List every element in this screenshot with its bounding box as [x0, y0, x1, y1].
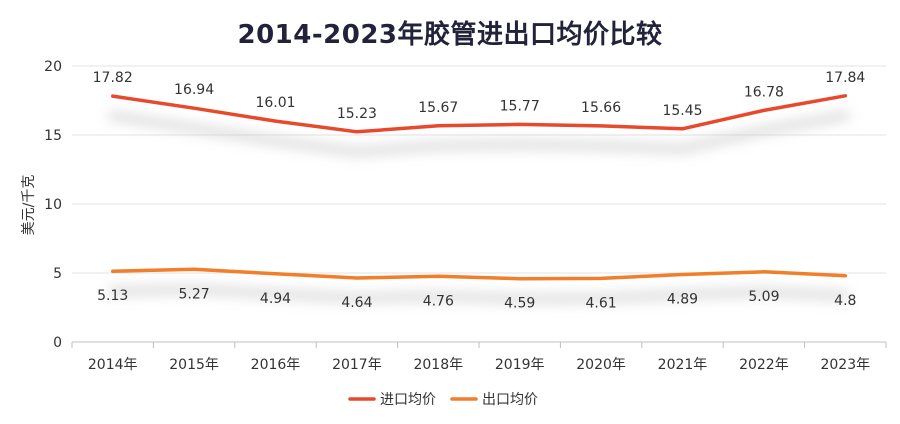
series-shadow: [107, 284, 851, 304]
data-label: 4.64: [341, 295, 372, 311]
data-label: 15.45: [662, 103, 702, 119]
y-tick-label: 20: [44, 59, 62, 75]
x-tick-label: 2014年: [88, 357, 138, 373]
legend: 进口均价 出口均价: [348, 392, 538, 408]
y-tick-label: 0: [53, 335, 62, 351]
data-label: 17.82: [93, 70, 133, 86]
data-label: 4.94: [260, 291, 291, 307]
data-label: 16.78: [744, 84, 784, 100]
y-tick-label: 5: [53, 266, 62, 282]
data-label: 4.76: [423, 293, 454, 309]
series-shadows: [107, 110, 851, 304]
legend-label: 进口均价: [380, 392, 436, 408]
y-axis-label: 美元/千克: [21, 175, 37, 236]
x-axis-ticks: 2014年 2015年 2016年 2017年 2018年 2019年 2020年 2021年…: [71, 342, 887, 373]
x-tick-label: 2023年: [820, 357, 870, 373]
series-line: [110, 94, 848, 134]
data-label: 5.27: [179, 286, 210, 302]
y-tick-label: 10: [44, 197, 62, 213]
x-tick-label: 2019年: [495, 357, 545, 373]
series-line: [110, 267, 848, 281]
data-labels: 17.82 16.94 16.01 15.23 15.67 15.77 15.66 15.45…: [93, 70, 866, 312]
x-tick-label: 2020年: [576, 357, 626, 373]
data-label: 5.13: [97, 288, 128, 304]
data-label: 15.66: [581, 100, 621, 116]
x-tick-label: 2021年: [658, 357, 708, 373]
x-tick-label: 2018年: [413, 357, 463, 373]
data-label: 16.94: [174, 82, 214, 98]
series-lines: [110, 94, 848, 281]
x-tick-label: 2022年: [739, 357, 789, 373]
x-tick-label: 2015年: [169, 357, 219, 373]
data-label: 5.09: [748, 289, 779, 305]
data-label: 4.59: [504, 296, 535, 312]
legend-label: 出口均价: [482, 392, 538, 408]
data-label: 4.61: [586, 295, 617, 311]
data-label: 17.84: [825, 70, 865, 86]
data-label: 15.67: [418, 100, 458, 116]
x-tick-label: 2017年: [332, 357, 382, 373]
series-shadow: [107, 110, 851, 157]
data-label: 16.01: [255, 95, 295, 111]
x-tick-label: 2016年: [251, 357, 301, 373]
data-label: 15.77: [500, 98, 540, 114]
chart-title: 2014-2023年胶管进出口均价比较: [237, 20, 663, 50]
data-label: 4.89: [667, 292, 698, 308]
data-label: 15.23: [337, 106, 377, 122]
y-tick-label: 15: [44, 128, 62, 144]
data-label: 4.8: [834, 293, 856, 309]
y-axis-ticks: 0 5 10 15 20: [44, 59, 62, 351]
